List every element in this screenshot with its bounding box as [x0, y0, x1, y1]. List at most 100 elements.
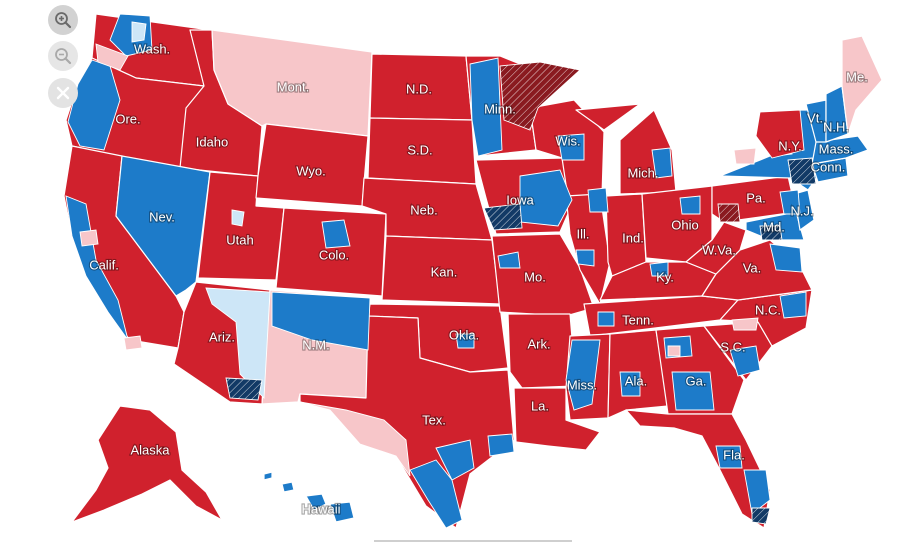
state-label-nd: N.D. [406, 81, 432, 96]
district-lightblue-ariz[interactable] [205, 287, 271, 400]
district-overlays [65, 13, 817, 529]
district-lightblue-seattle[interactable] [131, 21, 147, 43]
district-blue-minn[interactable] [469, 57, 503, 157]
district-blue-dc[interactable] [759, 225, 783, 241]
district-blue-texas-east[interactable] [435, 439, 475, 481]
state-label-nc: N.C. [755, 302, 781, 317]
alaska-hawaii [71, 405, 355, 523]
district-blue-tenn[interactable] [597, 311, 615, 327]
state-label-pa: Pa. [746, 190, 766, 205]
district-blue-ga[interactable] [671, 371, 715, 411]
zoom-in-icon [55, 12, 72, 29]
state-hawaii-1[interactable] [305, 493, 327, 511]
state-label-miss: Miss. [567, 377, 597, 392]
district-blue-nc[interactable] [779, 291, 807, 319]
state-label-iowa: Iowa [506, 192, 534, 207]
district-blue-houston[interactable] [487, 433, 515, 457]
state-label-wis: Wis. [555, 133, 580, 148]
state-label-nh: N.H. [823, 119, 849, 134]
district-blue-mich[interactable] [651, 147, 673, 179]
state-mich[interactable] [575, 103, 677, 195]
state-la[interactable] [513, 387, 601, 451]
state-label-conn: Conn. [811, 159, 846, 174]
district-hatch-blue-ariz[interactable] [225, 377, 263, 401]
state-alaska[interactable] [71, 405, 223, 523]
state-label-tenn: Tenn. [622, 312, 654, 327]
district-hatch-blue-iowa[interactable] [483, 203, 523, 231]
state-label-vt: Vt. [807, 110, 823, 125]
district-blue-fla-south[interactable] [743, 469, 771, 515]
state-label-nev: Nev. [149, 209, 175, 224]
state-label-mo: Mo. [524, 269, 546, 284]
district-lightred-cal[interactable] [79, 229, 99, 247]
district-lightred-tex[interactable] [299, 401, 411, 477]
district-lightred-ny[interactable] [733, 147, 757, 165]
district-blue-stl[interactable] [575, 249, 595, 267]
district-hatch-blue-fla[interactable] [751, 507, 771, 525]
district-blue-okla[interactable] [455, 333, 475, 349]
state-hawaii-4[interactable] [263, 471, 273, 481]
state-label-sd: S.D. [407, 142, 432, 157]
state-label-minn: Minn. [484, 101, 516, 116]
state-label-neb: Neb. [410, 202, 437, 217]
state-label-ore: Ore. [115, 111, 140, 126]
district-blue-va[interactable] [769, 243, 803, 273]
state-wyo[interactable] [255, 123, 369, 207]
scroll-indicator[interactable] [374, 540, 572, 542]
state-label-calif: Calif. [89, 257, 119, 272]
district-blue-texas-south[interactable] [409, 459, 463, 529]
district-red-ny-west[interactable] [755, 109, 805, 159]
state-label-mich: Mich. [627, 165, 658, 180]
state-label-ark: Ark. [527, 336, 550, 351]
district-blue-nm[interactable] [271, 291, 371, 351]
district-blue-fla-central[interactable] [715, 445, 743, 469]
state-label-ariz: Ariz. [209, 329, 235, 344]
state-ark[interactable] [507, 313, 577, 389]
state-label-alaska: Alaska [130, 442, 170, 457]
district-hatch-blue-ny[interactable] [787, 157, 817, 185]
state-label-nm: N.M. [302, 337, 329, 352]
district-lightred-wash[interactable] [95, 43, 129, 71]
district-blue-ky[interactable] [649, 261, 669, 277]
district-lightred-atlanta[interactable] [667, 345, 681, 357]
state-label-idaho: Idaho [196, 134, 229, 149]
zoom-out-button[interactable] [48, 41, 78, 71]
district-blue-sc[interactable] [729, 345, 761, 377]
zoom-in-button[interactable] [48, 5, 78, 35]
close-button[interactable] [48, 78, 78, 108]
state-me[interactable] [841, 35, 883, 135]
district-blue-miss[interactable] [565, 339, 601, 411]
district-blue-denver[interactable] [321, 219, 351, 249]
state-label-ny: N.Y. [778, 138, 802, 153]
state-fla[interactable] [625, 409, 771, 529]
district-lightred-cal-south[interactable] [123, 335, 143, 351]
district-hatch-red-minn[interactable] [499, 61, 581, 131]
state-hawaii-2[interactable] [329, 501, 355, 523]
state-label-la: La. [531, 398, 549, 413]
state-label-wyo: Wyo. [296, 163, 326, 178]
state-label-nj: N.J. [790, 203, 813, 218]
district-blue-phila[interactable] [779, 189, 801, 215]
state-label-kan: Kan. [431, 264, 458, 279]
state-label-okla: Okla. [449, 327, 479, 342]
state-label-sc: S.C. [720, 339, 745, 354]
state-label-hawaii: Hawaii [301, 501, 340, 516]
district-lightred-nc[interactable] [731, 317, 759, 331]
district-blue-ala[interactable] [619, 371, 641, 397]
district-blue-chicago[interactable] [587, 187, 609, 213]
state-label-va: Va. [743, 260, 762, 275]
district-hatch-red-pa[interactable] [717, 203, 741, 223]
district-blue-wis[interactable] [557, 133, 585, 161]
district-lightblue-utah[interactable] [231, 209, 245, 227]
zoom-out-icon [55, 48, 72, 65]
state-label-mass: Mass. [819, 141, 854, 156]
state-label-ga: Ga. [686, 373, 707, 388]
state-label-wash: Wash. [134, 41, 170, 56]
state-hawaii-3[interactable] [281, 481, 295, 493]
district-blue-kc[interactable] [497, 251, 521, 269]
district-blue-ohio[interactable] [679, 195, 701, 215]
state-label-colo: Colo. [319, 247, 349, 262]
state-label-me: Me. [846, 69, 868, 84]
